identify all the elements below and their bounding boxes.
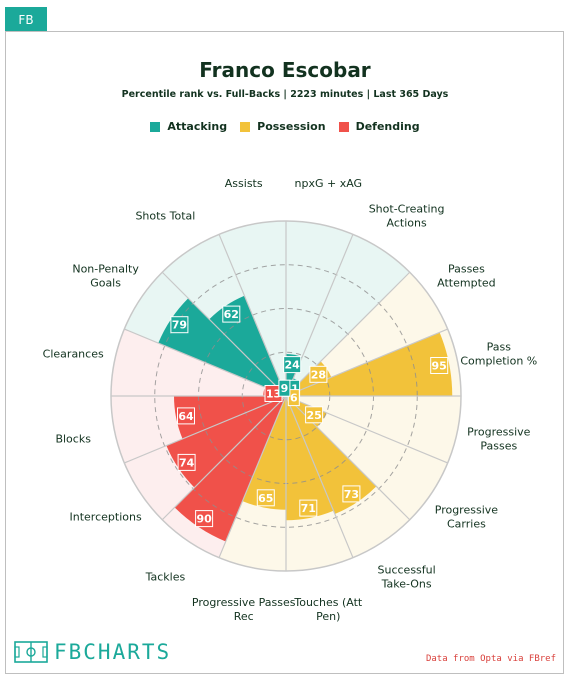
bg-wedge-shot-creating-actions	[286, 234, 410, 396]
value-label-npxg-xag: 24	[285, 359, 301, 372]
bar-interceptions	[166, 396, 286, 488]
value-label-pass-completion: 95	[432, 360, 447, 373]
value-box-passes-attempted	[309, 365, 328, 383]
metric-label-progressive-carries: Progressive Carries	[435, 504, 499, 531]
metric-label-npxg-xag: npxG + xAG	[295, 177, 363, 190]
metric-label-clearances: Clearances	[43, 348, 104, 361]
value-box-progressive-passes-rec	[256, 489, 275, 507]
fbcharts-logo: FBCHARTS	[14, 640, 171, 664]
bg-wedge-passes-attempted	[286, 272, 448, 396]
metric-label-pass-completion: Pass Completion %	[460, 341, 537, 368]
value-label-shots-total: 62	[224, 308, 239, 321]
value-label-assists: 9	[281, 382, 289, 395]
legend: Attacking Possession Defending	[0, 120, 570, 133]
bg-wedge-progressive-carries	[286, 396, 448, 520]
spoke-14	[124, 328, 287, 397]
bg-wedge-npxg-xag	[286, 221, 353, 396]
spoke-15	[161, 271, 287, 397]
metric-label-shots-total: Shots Total	[135, 210, 195, 223]
legend-label-possession: Possession	[257, 120, 326, 133]
spoke-10	[218, 395, 287, 558]
value-label-progressive-passes-rec: 65	[258, 492, 273, 505]
metric-label-passes-attempted: Passes Attempted	[437, 262, 496, 289]
pitch-icon	[14, 641, 48, 663]
value-box-progressive-carries	[305, 406, 324, 424]
metric-label-blocks: Blocks	[55, 432, 91, 445]
metric-label-assists: Assists	[225, 177, 263, 190]
spoke-4	[285, 328, 448, 397]
position-tab[interactable]: FB	[5, 7, 47, 32]
metric-label-progressive-passes: Progressive Passes	[467, 425, 531, 452]
value-box-assists	[278, 379, 291, 397]
metric-label-interceptions: Interceptions	[70, 511, 142, 524]
metric-label-successful-take-ons: Successful Take-Ons	[378, 563, 436, 590]
value-label-tackles: 90	[196, 513, 212, 526]
bg-wedge-progressive-passes	[286, 396, 461, 463]
legend-label-attacking: Attacking	[167, 120, 228, 133]
value-label-touches-att-pen: 71	[301, 502, 316, 515]
chart-title: Franco Escobar	[199, 58, 371, 82]
metric-label-shot-creating-actions: Shot-Creating Actions	[369, 203, 445, 230]
outer-ring	[110, 220, 462, 572]
legend-label-defending: Defending	[355, 120, 420, 133]
metric-label-tackles: Tackles	[145, 570, 186, 583]
legend-item-defending: Defending	[338, 120, 420, 133]
legend-item-possession: Possession	[240, 120, 326, 133]
value-box-progressive-passes	[287, 389, 300, 407]
value-label-interceptions: 74	[179, 456, 195, 469]
logo-text: FBCHARTS	[54, 640, 172, 664]
value-box-npxg-xag	[283, 356, 302, 374]
value-box-tackles	[195, 510, 214, 528]
spoke-8	[285, 395, 354, 558]
spoke-12	[124, 395, 287, 464]
bar-progressive-passes-rec	[242, 396, 286, 510]
bar-blocks	[174, 396, 286, 439]
bar-pass-completion	[286, 332, 453, 396]
value-box-successful-take-ons	[342, 485, 361, 503]
spoke-3	[285, 271, 411, 397]
value-label-successful-take-ons: 73	[344, 488, 359, 501]
bar-tackles	[174, 396, 286, 542]
legend-item-attacking: Attacking	[150, 120, 227, 133]
metric-label-touches-att-pen: Touches (Att Pen)	[293, 596, 363, 623]
value-box-pass-completion	[430, 357, 449, 374]
value-box-interceptions	[177, 453, 196, 471]
value-label-progressive-passes: 6	[290, 392, 298, 405]
spoke-11	[161, 395, 287, 521]
bar-non-penalty-goals	[158, 298, 286, 396]
bar-successful-take-ons	[286, 396, 377, 515]
value-label-non-penalty-goals: 79	[172, 319, 187, 332]
bg-wedge-clearances	[111, 329, 286, 396]
value-box-non-penalty-goals	[170, 316, 189, 334]
data-credit: Data from Opta via FBref	[425, 654, 556, 664]
chart-subtitle: Percentile rank vs. Full-Backs | 2223 mi…	[121, 89, 449, 100]
value-box-blocks	[177, 407, 195, 425]
legend-swatch-attacking	[150, 121, 161, 132]
value-label-passes-attempted: 28	[311, 368, 326, 381]
metric-label-non-penalty-goals: Non-Penalty Goals	[72, 262, 139, 289]
legend-swatch-defending	[338, 121, 349, 132]
bg-wedge-assists	[219, 221, 286, 396]
value-box-shots-total	[222, 305, 241, 323]
value-label-blocks: 64	[178, 410, 194, 423]
legend-swatch-possession	[240, 121, 251, 132]
spoke-16	[218, 234, 287, 397]
value-label-clearances: 13	[266, 388, 281, 401]
value-label-progressive-carries: 25	[306, 409, 321, 422]
metric-label-progressive-passes-rec: Progressive Passes Rec	[192, 596, 296, 623]
value-box-touches-att-pen	[299, 499, 318, 517]
bar-touches-att-pen	[286, 396, 334, 521]
